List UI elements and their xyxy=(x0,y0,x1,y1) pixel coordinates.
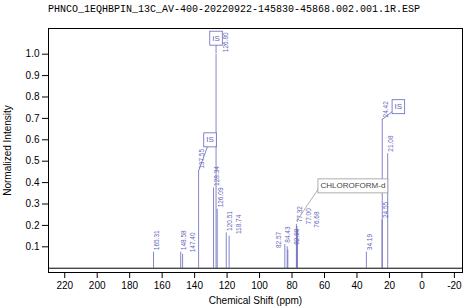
svg-text:24.42: 24.42 xyxy=(382,101,389,118)
svg-text:160: 160 xyxy=(154,280,171,291)
svg-text:IS: IS xyxy=(206,135,214,144)
svg-text:84.43: 84.43 xyxy=(284,226,291,243)
svg-text:147.40: 147.40 xyxy=(189,232,196,252)
svg-text:0: 0 xyxy=(419,280,425,291)
svg-text:0.4: 0.4 xyxy=(26,177,40,188)
svg-text:100: 100 xyxy=(251,280,268,291)
svg-text:76.68: 76.68 xyxy=(313,211,320,228)
svg-text:126.80: 126.80 xyxy=(221,32,229,53)
svg-text:1.0: 1.0 xyxy=(26,48,40,59)
svg-text:Normalized Intensity: Normalized Intensity xyxy=(2,105,13,196)
svg-text:60: 60 xyxy=(319,280,331,291)
svg-text:165.31: 165.31 xyxy=(153,230,160,250)
svg-text:24.55: 24.55 xyxy=(382,201,389,218)
svg-text:0.7: 0.7 xyxy=(26,113,40,124)
svg-text:77.00: 77.00 xyxy=(305,208,312,225)
svg-text:220: 220 xyxy=(56,280,73,291)
svg-text:21.08: 21.08 xyxy=(387,135,394,152)
svg-text:20: 20 xyxy=(384,280,396,291)
svg-text:CHLOROFORM-d: CHLOROFORM-d xyxy=(320,181,385,190)
svg-text:40: 40 xyxy=(351,280,363,291)
svg-text:0.9: 0.9 xyxy=(26,70,40,81)
svg-text:IS: IS xyxy=(395,102,403,111)
svg-text:128.34: 128.34 xyxy=(213,166,220,186)
html-text:PHNCO_1EQHBPIN_13C_AV-400-2022: PHNCO_1EQHBPIN_13C_AV-400-20220922-14583… xyxy=(48,4,421,15)
svg-text:0.3: 0.3 xyxy=(26,198,40,209)
svg-text:120: 120 xyxy=(219,280,236,291)
svg-text:0.8: 0.8 xyxy=(26,91,40,102)
svg-text:140: 140 xyxy=(186,280,203,291)
svg-text:82.57: 82.57 xyxy=(275,231,282,248)
svg-text:34.19: 34.19 xyxy=(366,234,373,251)
svg-text:-20: -20 xyxy=(447,280,462,291)
svg-text:180: 180 xyxy=(121,280,138,291)
svg-text:0.5: 0.5 xyxy=(26,155,40,166)
svg-text:IS: IS xyxy=(212,34,220,43)
svg-text:0.2: 0.2 xyxy=(26,220,40,231)
svg-text:118.74: 118.74 xyxy=(235,214,242,234)
svg-text:120.51: 120.51 xyxy=(226,211,233,231)
svg-text:137.55: 137.55 xyxy=(198,149,205,169)
svg-text:80: 80 xyxy=(286,280,298,291)
svg-text:200: 200 xyxy=(89,280,106,291)
svg-text:Chemical Shift (ppm): Chemical Shift (ppm) xyxy=(209,295,302,306)
svg-text:82.98: 82.98 xyxy=(293,228,300,245)
svg-text:126.09: 126.09 xyxy=(217,187,224,207)
svg-text:0.1: 0.1 xyxy=(26,241,40,252)
svg-text:77.32: 77.32 xyxy=(296,206,303,223)
svg-text:0.6: 0.6 xyxy=(26,134,40,145)
svg-text:148.58: 148.58 xyxy=(180,230,187,250)
